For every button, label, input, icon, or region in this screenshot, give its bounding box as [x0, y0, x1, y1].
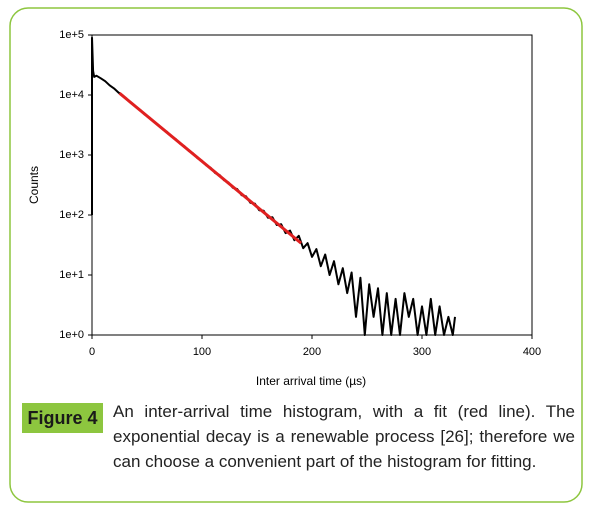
y-tick-label: 1e+1: [59, 269, 84, 281]
x-tick-label: 100: [193, 346, 211, 358]
y-tick-label: 1e+4: [59, 89, 84, 101]
x-axis-label: Inter arrival time (µs): [256, 374, 366, 388]
x-tick-label: 300: [413, 346, 431, 358]
series-line: [118, 92, 302, 245]
x-tick-label: 400: [523, 346, 541, 358]
frame: [9, 7, 583, 503]
plot-area: [91, 34, 533, 336]
caption-text: An inter-arrival time histogram, with a …: [113, 402, 575, 471]
y-axis-label: Counts: [27, 166, 41, 204]
figure-label: Figure 4: [22, 403, 103, 433]
y-tick-label: 1e+3: [59, 149, 84, 161]
y-tick-label: 1e+0: [59, 329, 84, 341]
series-line: [91, 36, 456, 336]
x-tick-label: 200: [303, 346, 321, 358]
y-tick-label: 1e+5: [59, 29, 84, 41]
x-tick-label: 0: [89, 346, 95, 358]
y-tick-label: 1e+2: [59, 209, 84, 221]
